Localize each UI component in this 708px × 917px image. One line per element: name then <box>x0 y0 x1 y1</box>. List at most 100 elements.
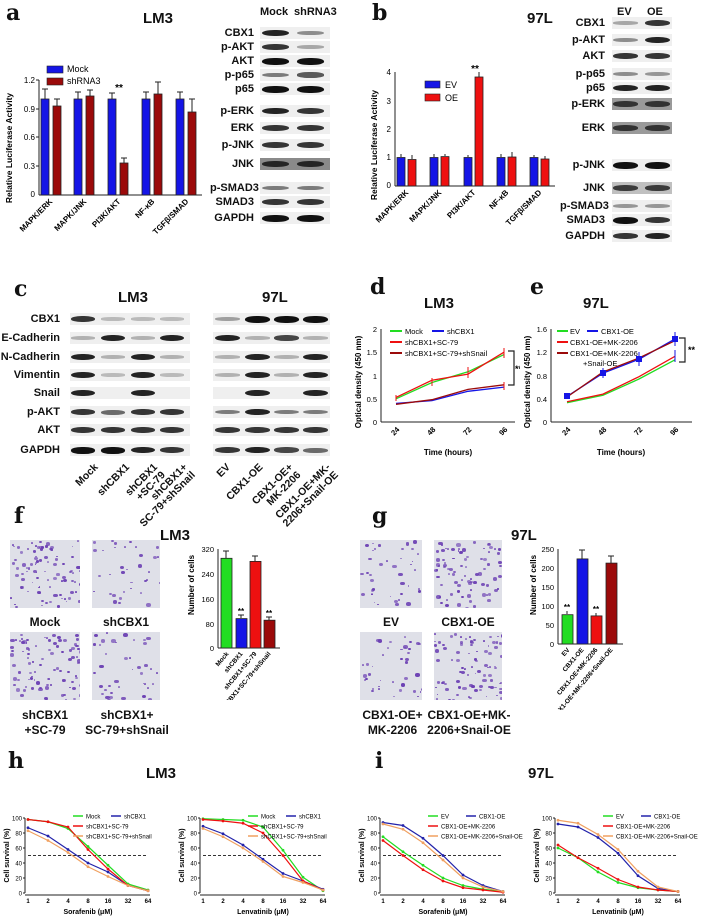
wb-row-label: p-ERK <box>220 105 254 117</box>
svg-text:4: 4 <box>241 899 245 905</box>
blot-band <box>274 373 299 377</box>
chart-b-ylabel: Relative Luciferase Activity <box>369 90 379 201</box>
svg-text:72: 72 <box>461 425 473 437</box>
blot-band <box>274 355 299 359</box>
blot-band <box>262 141 289 149</box>
wb-row-label: ERK <box>230 122 254 134</box>
svg-text:72: 72 <box>632 425 644 437</box>
blot-band <box>613 71 638 77</box>
svg-text:shCBX1+SC-79: shCBX1+SC-79 <box>405 338 458 347</box>
blot-band <box>131 408 155 416</box>
svg-text:20: 20 <box>15 877 22 883</box>
caption-g-1: CBX1-OE <box>441 615 495 629</box>
svg-text:20: 20 <box>190 877 197 883</box>
svg-text:4: 4 <box>66 899 70 905</box>
svg-text:60: 60 <box>190 847 197 853</box>
svg-text:0: 0 <box>19 892 23 898</box>
blot-band <box>645 52 670 60</box>
svg-text:60: 60 <box>15 847 22 853</box>
blot-band <box>274 335 299 341</box>
svg-text:NF-κB: NF-κB <box>133 197 156 220</box>
svg-text:0: 0 <box>387 181 392 190</box>
svg-text:TGFβ/SMAD: TGFβ/SMAD <box>504 188 544 228</box>
blot-band <box>262 185 289 191</box>
svg-text:shCBX1+SC-79+shSnail: shCBX1+SC-79+shSnail <box>261 834 327 840</box>
svg-text:16: 16 <box>105 899 112 905</box>
blot-band <box>262 85 289 93</box>
svg-text:**: ** <box>688 345 696 355</box>
blot-strip <box>612 98 672 110</box>
svg-text:TGFβ/SMAD: TGFβ/SMAD <box>151 197 191 237</box>
blot-band <box>262 43 289 51</box>
blot-strip <box>213 444 330 456</box>
svg-text:0: 0 <box>550 640 554 649</box>
svg-text:Number of cells: Number of cells <box>187 554 196 615</box>
svg-text:80: 80 <box>190 832 197 838</box>
blot-band <box>215 409 240 415</box>
svg-text:0: 0 <box>373 418 377 427</box>
blot-band <box>645 161 670 169</box>
blot-band <box>303 409 328 415</box>
svg-text:CBX1-OE+MK-2206: CBX1-OE+MK-2206 <box>570 349 638 358</box>
blot-band <box>297 198 324 206</box>
blot-band <box>613 21 638 25</box>
blot-band <box>274 409 299 415</box>
wb-row-label: E-Cadherin <box>1 332 60 344</box>
blot-band <box>297 160 324 168</box>
wb-row-label: p-JNK <box>221 139 254 151</box>
blot-band <box>131 353 155 361</box>
blot-band <box>645 19 670 27</box>
wb-row-label: AKT <box>582 50 605 62</box>
svg-text:60: 60 <box>545 847 552 853</box>
blot-strip <box>612 200 672 212</box>
svg-text:80: 80 <box>545 832 552 838</box>
blot-band <box>101 409 125 415</box>
blot-strip <box>612 182 672 194</box>
wb-row-label: Vimentin <box>13 369 60 381</box>
svg-text:0.9: 0.9 <box>24 105 36 114</box>
svg-text:0.4: 0.4 <box>537 395 547 404</box>
svg-text:2: 2 <box>576 899 580 905</box>
blot-band <box>101 355 125 359</box>
wb-c-lane-label: Mock <box>73 461 101 489</box>
svg-text:64: 64 <box>675 899 682 905</box>
blot-band <box>297 45 324 49</box>
blot-band <box>71 389 95 397</box>
blot-band <box>262 160 289 168</box>
svg-text:20: 20 <box>545 877 552 883</box>
blot-strip <box>70 444 190 456</box>
blot-band <box>262 72 289 78</box>
svg-text:48: 48 <box>596 425 608 437</box>
wb-row-label: p-JNK <box>572 159 605 171</box>
svg-text:96: 96 <box>668 425 680 437</box>
svg-text:1.6: 1.6 <box>537 325 547 334</box>
blot-strip <box>260 69 330 81</box>
wb-row-label: CBX1 <box>575 17 605 29</box>
svg-text:160: 160 <box>201 595 214 604</box>
blot-band <box>262 124 289 132</box>
blot-band <box>613 125 638 131</box>
svg-text:CBX1-OE+MK-2206: CBX1-OE+MK-2206 <box>441 824 496 830</box>
svg-text:PI3K/AKT: PI3K/AKT <box>445 188 477 220</box>
svg-text:CBX1-OE+MK-2206: CBX1-OE+MK-2206 <box>616 824 671 830</box>
svg-text:CBX1-OE+MK-2206+Snail-OE: CBX1-OE+MK-2206+Snail-OE <box>616 834 698 840</box>
svg-text:Mock: Mock <box>86 814 101 820</box>
svg-text:MAPK/JNK: MAPK/JNK <box>408 188 444 224</box>
svg-text:shCBX1+SC-79+shSnail: shCBX1+SC-79+shSnail <box>405 349 487 358</box>
blot-band <box>274 426 299 434</box>
blot-band <box>613 216 638 224</box>
chart-e-proliferation: Optical density (450 nm) 1.6 1.2 0.8 0.4… <box>523 325 696 457</box>
svg-text:0: 0 <box>543 418 547 427</box>
caption-g-0: EV <box>382 615 399 629</box>
blot-band <box>274 447 299 453</box>
blot-strip <box>213 332 330 344</box>
svg-text:16: 16 <box>460 899 467 905</box>
svg-text:**: ** <box>471 64 479 75</box>
micrograph-f-shcbx1-sc79-shsnail <box>92 632 160 700</box>
svg-text:0.3: 0.3 <box>24 162 36 171</box>
chart-a-ylabel: Relative Luciferase Activity <box>4 93 14 204</box>
wb-row-label: AKT <box>37 424 60 436</box>
chart-a-luciferase: Relative Luciferase Activity 1.2 0.9 0.6… <box>4 64 202 237</box>
blot-band <box>645 84 670 92</box>
blot-band <box>71 336 95 340</box>
